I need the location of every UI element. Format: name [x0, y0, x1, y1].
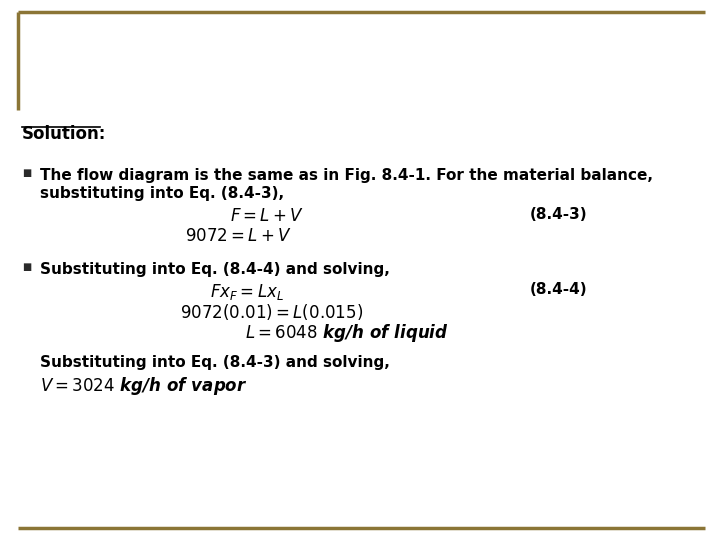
Text: ■: ■: [22, 262, 31, 272]
Text: Substituting into Eq. (8.4-3) and solving,: Substituting into Eq. (8.4-3) and solvin…: [40, 355, 390, 370]
Text: Substituting into Eq. (8.4-4) and solving,: Substituting into Eq. (8.4-4) and solvin…: [40, 262, 390, 277]
Text: Solution:: Solution:: [22, 125, 107, 143]
Text: $9072(0.01) = L(0.015)$: $9072(0.01) = L(0.015)$: [180, 302, 363, 322]
Text: $L = 6048$ kg/h of liquid: $L = 6048$ kg/h of liquid: [245, 322, 449, 344]
Text: $F x_F = L x_L$: $F x_F = L x_L$: [210, 282, 284, 302]
Text: ■: ■: [22, 168, 31, 178]
Text: The flow diagram is the same as in Fig. 8.4-1. For the material balance,: The flow diagram is the same as in Fig. …: [40, 168, 653, 183]
Text: (8.4-4): (8.4-4): [530, 282, 588, 297]
Text: $9072 = L + V$: $9072 = L + V$: [185, 227, 292, 245]
Text: $F = L + V$: $F = L + V$: [230, 207, 304, 225]
Text: $V = 3024$ kg/h of vapor: $V = 3024$ kg/h of vapor: [40, 375, 248, 397]
Text: substituting into Eq. (8.4-3),: substituting into Eq. (8.4-3),: [40, 186, 284, 201]
Text: (8.4-3): (8.4-3): [530, 207, 588, 222]
